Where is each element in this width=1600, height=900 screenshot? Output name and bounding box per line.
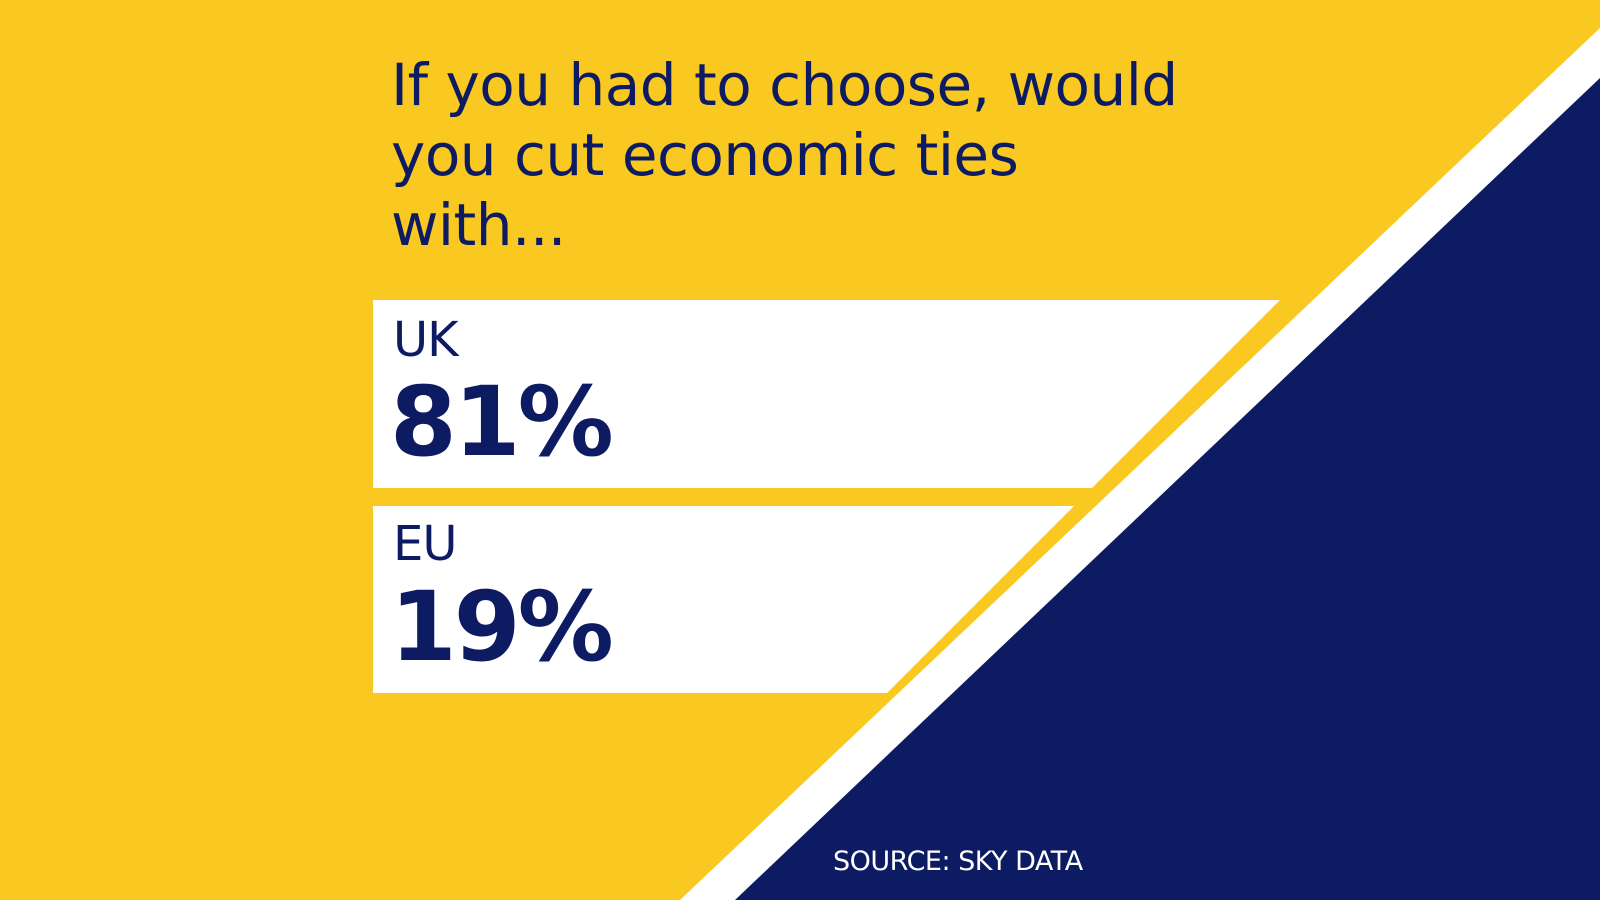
bar-uk (373, 300, 1280, 488)
source-note: SOURCE: SKY DATA (833, 846, 1083, 877)
bar-value-eu: 19% (390, 571, 614, 683)
bar-label-uk: UK (393, 312, 459, 368)
bar-value-uk: 81% (390, 366, 614, 478)
bar-eu (373, 506, 1074, 693)
question-title: If you had to choose, would you cut econ… (391, 51, 1178, 259)
navy-corner-panel (735, 78, 1600, 900)
bar-label-eu: EU (393, 516, 457, 572)
